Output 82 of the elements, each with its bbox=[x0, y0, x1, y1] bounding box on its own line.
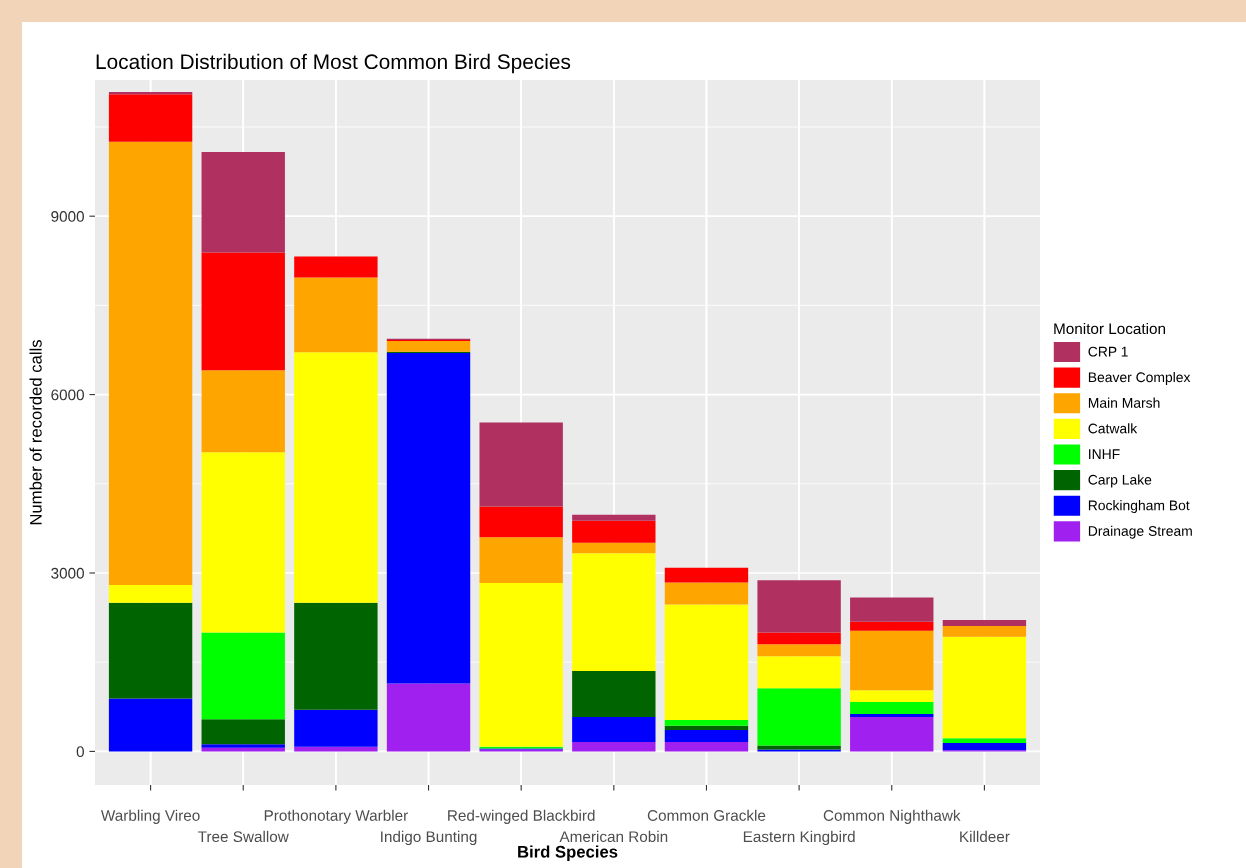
bar bbox=[108, 94, 193, 142]
bar bbox=[942, 738, 1027, 744]
bar bbox=[757, 656, 841, 689]
legend-title: Monitor Location bbox=[1054, 322, 1166, 335]
bar bbox=[201, 370, 285, 453]
x-tick-label: Warbling Vireo bbox=[100, 809, 200, 824]
bar bbox=[572, 514, 656, 521]
bar bbox=[386, 352, 471, 684]
bar bbox=[108, 584, 193, 603]
bar bbox=[942, 743, 1027, 751]
x-tick-label: American Robin bbox=[559, 830, 668, 843]
bar bbox=[757, 644, 841, 657]
bar bbox=[479, 537, 563, 584]
bar bbox=[664, 567, 749, 583]
bar bbox=[201, 744, 285, 748]
bar bbox=[108, 141, 193, 585]
bar bbox=[572, 520, 656, 543]
bar bbox=[201, 452, 285, 633]
y-axis-title: Number of recorded calls bbox=[29, 340, 42, 525]
x-tick-label: Eastern Kingbird bbox=[743, 830, 855, 846]
bar bbox=[664, 729, 749, 742]
legend-label: CRP 1 bbox=[1088, 346, 1128, 357]
bar bbox=[850, 630, 934, 691]
bar bbox=[664, 604, 749, 720]
x-tick-label: Tree Swallow bbox=[198, 830, 289, 843]
bar bbox=[850, 716, 934, 752]
bar bbox=[572, 671, 656, 717]
bar bbox=[664, 582, 749, 605]
bar bbox=[294, 277, 378, 353]
x-tick-label: Common Nighthawk bbox=[823, 809, 961, 824]
x-axis-title: Bird Species bbox=[518, 845, 618, 861]
bar bbox=[572, 741, 656, 752]
bar bbox=[757, 580, 841, 633]
bar bbox=[850, 597, 934, 622]
bar bbox=[479, 422, 563, 507]
bar bbox=[479, 506, 563, 538]
y-tick-label: 0 bbox=[76, 746, 84, 758]
bar bbox=[664, 741, 749, 752]
legend-label: Drainage Stream bbox=[1088, 525, 1192, 539]
bar bbox=[757, 632, 841, 645]
x-tick-label: Indigo Bunting bbox=[381, 830, 477, 846]
bar bbox=[294, 709, 378, 747]
bar bbox=[942, 625, 1027, 637]
y-tick-label: 9000 bbox=[51, 211, 84, 222]
bar bbox=[664, 725, 749, 730]
bar bbox=[294, 256, 378, 278]
bar bbox=[201, 151, 285, 253]
legend-label: Catwalk bbox=[1088, 423, 1138, 434]
bar bbox=[108, 698, 193, 752]
bar bbox=[850, 690, 934, 703]
bar bbox=[850, 713, 934, 717]
y-tick-label: 6000 bbox=[51, 389, 84, 401]
legend-label: Carp Lake bbox=[1088, 474, 1152, 488]
bar bbox=[757, 688, 841, 746]
bar bbox=[201, 252, 285, 371]
x-tick-label: Prothonotary Warbler bbox=[264, 809, 408, 824]
y-tick-label: 3000 bbox=[51, 567, 84, 579]
bar bbox=[942, 619, 1027, 626]
chart-title: Location Distribution of Most Common Bird Species bbox=[96, 53, 571, 74]
bar bbox=[664, 719, 749, 726]
x-tick-label: Red-winged Blackbird bbox=[448, 809, 595, 824]
x-tick-label: Killdeer bbox=[960, 830, 1010, 843]
legend-label: INHF bbox=[1089, 449, 1120, 459]
bar bbox=[850, 702, 934, 714]
bar bbox=[572, 553, 656, 672]
x-tick-label: Common Grackle bbox=[647, 809, 766, 821]
bar bbox=[850, 621, 934, 631]
bar bbox=[201, 632, 285, 720]
bar bbox=[386, 341, 471, 352]
bar bbox=[479, 583, 563, 747]
legend-label: Beaver Complex bbox=[1088, 371, 1191, 385]
bar bbox=[942, 636, 1027, 739]
bar bbox=[201, 719, 285, 745]
bar bbox=[386, 683, 471, 752]
legend-label: Main Marsh bbox=[1088, 397, 1160, 408]
bar bbox=[757, 745, 841, 750]
bar bbox=[108, 602, 193, 699]
bar bbox=[294, 602, 378, 710]
bar bbox=[572, 542, 656, 554]
bar bbox=[294, 352, 378, 603]
bar bbox=[572, 716, 656, 742]
legend-label: Rockingham Bot bbox=[1088, 500, 1190, 514]
